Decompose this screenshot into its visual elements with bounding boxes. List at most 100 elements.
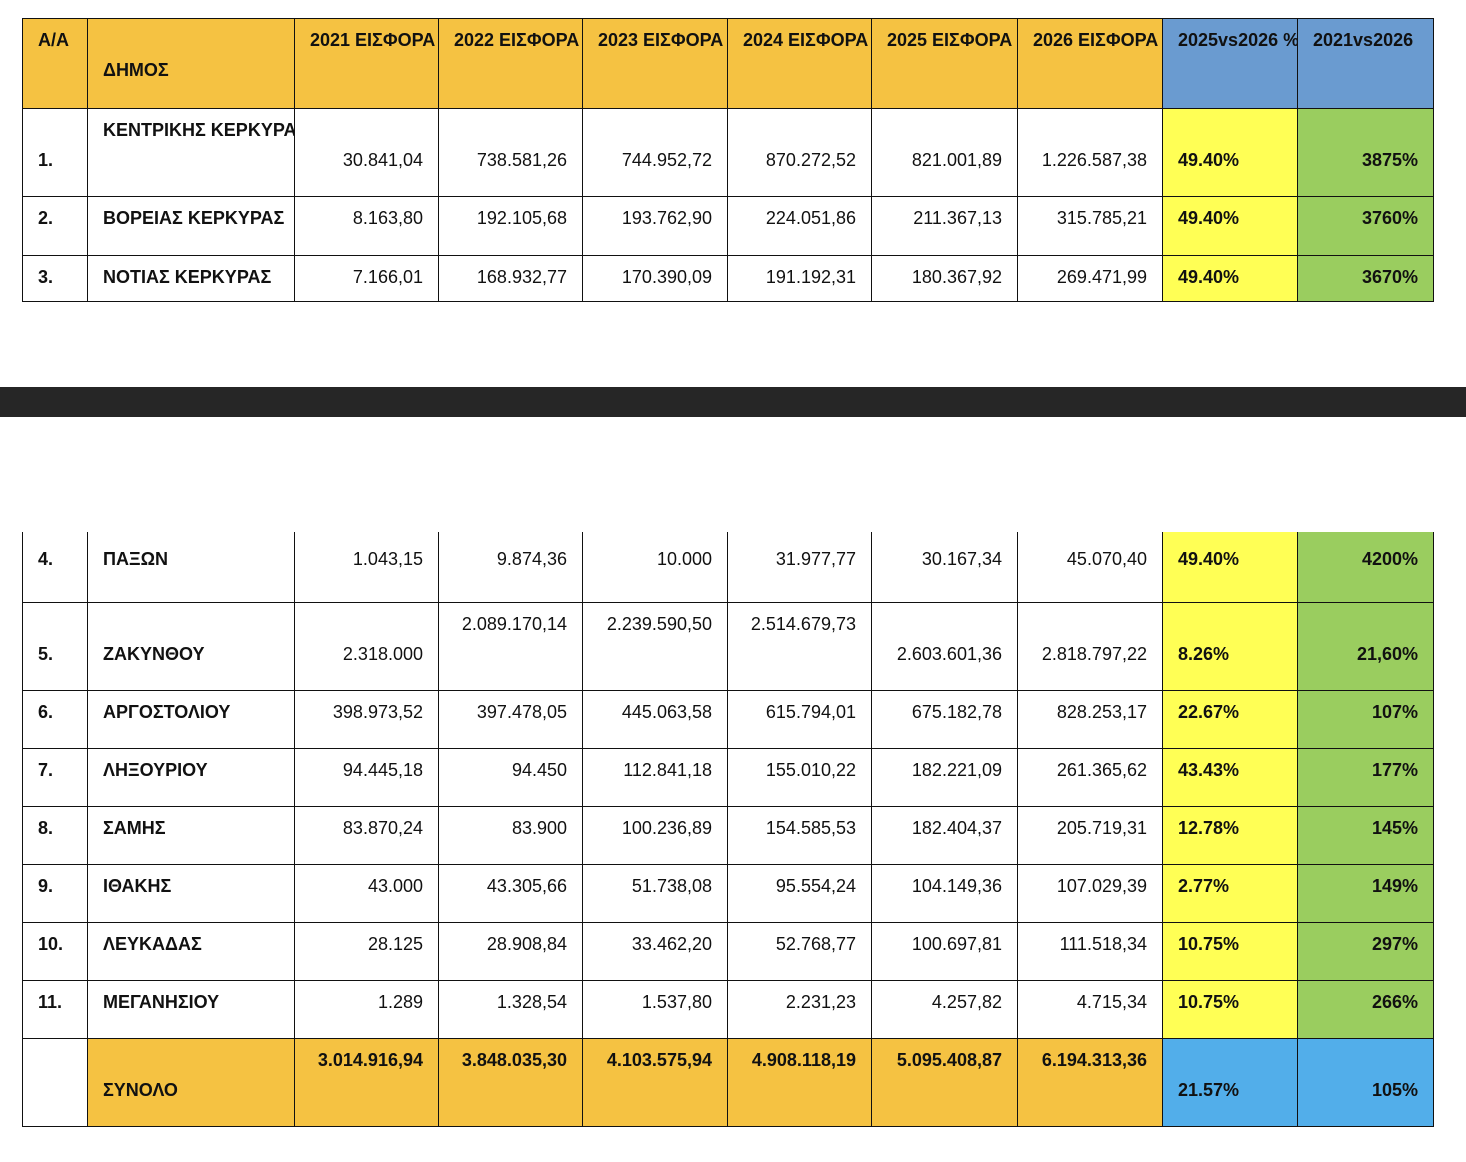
cell-2021vs2026: 297% [1297,921,1434,981]
row-municipality: ΒΟΡΕΙΑΣ ΚΕΡΚΥΡΑΣ [87,196,295,256]
cell-2025: 180.367,92 [871,255,1018,302]
cell-2022: 738.581,26 [438,108,583,197]
row-municipality: ΚΕΝΤΡΙΚΗΣ ΚΕΡΚΥΡΑΣ [87,108,295,197]
cell-2025: 182.404,37 [871,805,1018,865]
cell-2022: 9.874,36 [438,532,583,603]
cell-2026: 315.785,21 [1017,196,1163,256]
row-municipality: ΝΟΤΙΑΣ ΚΕΡΚΥΡΑΣ [87,255,295,302]
cell-2021: 7.166,01 [294,255,439,302]
table-row: 9. ΙΘΑΚΗΣ 43.000 43.305,66 51.738,08 95.… [22,863,1434,923]
cell-2022: 168.932,77 [438,255,583,302]
cell-2021vs2026: 266% [1297,979,1434,1039]
cell-2023: 170.390,09 [582,255,728,302]
cell-2021: 8.163,80 [294,196,439,256]
cell-2021: 43.000 [294,863,439,923]
total-2023: 4.103.575,94 [582,1037,728,1127]
cell-2021: 2.318.000 [294,601,439,691]
page-break-band [0,387,1466,417]
cell-2025: 100.697,81 [871,921,1018,981]
cell-2023: 51.738,08 [582,863,728,923]
cell-2025: 2.603.601,36 [871,601,1018,691]
cell-2026: 45.070,40 [1017,532,1163,603]
table-row: 2. ΒΟΡΕΙΑΣ ΚΕΡΚΥΡΑΣ 8.163,80 192.105,68 … [22,196,1434,256]
cell-2023: 193.762,90 [582,196,728,256]
cell-2025vs2026: 49.40% [1162,532,1298,603]
cell-2022: 2.089.170,14 [438,601,583,691]
cell-2023: 33.462,20 [582,921,728,981]
table-row: 4. ΠΑΞΩΝ 1.043,15 9.874,36 10.000 31.977… [22,532,1434,603]
cell-2024: 224.051,86 [727,196,872,256]
total-row: ΣΥΝΟΛΟ 3.014.916,94 3.848.035,30 4.103.5… [22,1037,1434,1127]
cell-2025: 30.167,34 [871,532,1018,603]
header-2025: 2025 ΕΙΣΦΟΡΑ [871,18,1018,109]
row-municipality: ΠΑΞΩΝ [87,532,295,603]
cell-2026: 4.715,34 [1017,979,1163,1039]
cell-2021: 398.973,52 [294,689,439,749]
cell-2022: 192.105,68 [438,196,583,256]
row-municipality: ΙΘΑΚΗΣ [87,863,295,923]
cell-2023: 10.000 [582,532,728,603]
cell-2026: 1.226.587,38 [1017,108,1163,197]
total-label: ΣΥΝΟΛΟ [87,1037,295,1127]
header-2024: 2024 ΕΙΣΦΟΡΑ [727,18,872,109]
cell-2024: 2.514.679,73 [727,601,872,691]
contribution-table-top: Α/Α ΔΗΜΟΣ 2021 ΕΙΣΦΟΡΑ 2022 ΕΙΣΦΟΡΑ 2023… [22,18,1434,302]
cell-2025: 211.367,13 [871,196,1018,256]
row-municipality: ΣΑΜΗΣ [87,805,295,865]
cell-2021vs2026: 107% [1297,689,1434,749]
cell-2024: 615.794,01 [727,689,872,749]
cell-2024: 191.192,31 [727,255,872,302]
cell-2025vs2026: 49.40% [1162,255,1298,302]
cell-2021vs2026: 21,60% [1297,601,1434,691]
table-row: 10. ΛΕΥΚΑΔΑΣ 28.125 28.908,84 33.462,20 … [22,921,1434,981]
cell-2025vs2026: 22.67% [1162,689,1298,749]
cell-2021: 83.870,24 [294,805,439,865]
cell-2025vs2026: 43.43% [1162,747,1298,807]
row-number: 6. [22,689,88,749]
row-number: 10. [22,921,88,981]
cell-2025vs2026: 10.75% [1162,979,1298,1039]
cell-2022: 43.305,66 [438,863,583,923]
cell-2022: 397.478,05 [438,689,583,749]
total-2021: 3.014.916,94 [294,1037,439,1127]
header-2021: 2021 ΕΙΣΦΟΡΑ [294,18,439,109]
row-municipality: ΖΑΚΥΝΘΟΥ [87,601,295,691]
total-number [22,1037,88,1127]
row-number: 2. [22,196,88,256]
cell-2021vs2026: 3875% [1297,108,1434,197]
cell-2026: 269.471,99 [1017,255,1163,302]
header-2023: 2023 ΕΙΣΦΟΡΑ [582,18,728,109]
cell-2025vs2026: 49.40% [1162,196,1298,256]
row-number: 4. [22,532,88,603]
cell-2024: 31.977,77 [727,532,872,603]
cell-2021: 1.043,15 [294,532,439,603]
row-number: 3. [22,255,88,302]
total-2025vs2026: 21.57% [1162,1037,1298,1127]
contribution-table-bottom: 4. ΠΑΞΩΝ 1.043,15 9.874,36 10.000 31.977… [22,532,1434,1127]
row-municipality: ΜΕΓΑΝΗΣΙΟΥ [87,979,295,1039]
row-municipality: ΛΕΥΚΑΔΑΣ [87,921,295,981]
cell-2023: 1.537,80 [582,979,728,1039]
cell-2021: 30.841,04 [294,108,439,197]
cell-2026: 205.719,31 [1017,805,1163,865]
total-2025: 5.095.408,87 [871,1037,1018,1127]
cell-2023: 445.063,58 [582,689,728,749]
cell-2026: 111.518,34 [1017,921,1163,981]
cell-2024: 95.554,24 [727,863,872,923]
row-number: 8. [22,805,88,865]
table-row: 8. ΣΑΜΗΣ 83.870,24 83.900 100.236,89 154… [22,805,1434,865]
cell-2023: 744.952,72 [582,108,728,197]
row-number: 9. [22,863,88,923]
cell-2021vs2026: 149% [1297,863,1434,923]
cell-2022: 1.328,54 [438,979,583,1039]
table-row: 7. ΛΗΞΟΥΡΙΟΥ 94.445,18 94.450 112.841,18… [22,747,1434,807]
total-2021vs2026: 105% [1297,1037,1434,1127]
cell-2021vs2026: 4200% [1297,532,1434,603]
header-2026: 2026 ΕΙΣΦΟΡΑ [1017,18,1163,109]
table-row: 3. ΝΟΤΙΑΣ ΚΕΡΚΥΡΑΣ 7.166,01 168.932,77 1… [22,255,1434,302]
table-row: 1. ΚΕΝΤΡΙΚΗΣ ΚΕΡΚΥΡΑΣ 30.841,04 738.581,… [22,108,1434,197]
cell-2022: 28.908,84 [438,921,583,981]
cell-2021: 1.289 [294,979,439,1039]
cell-2021: 28.125 [294,921,439,981]
header-dimos: ΔΗΜΟΣ [87,18,295,109]
